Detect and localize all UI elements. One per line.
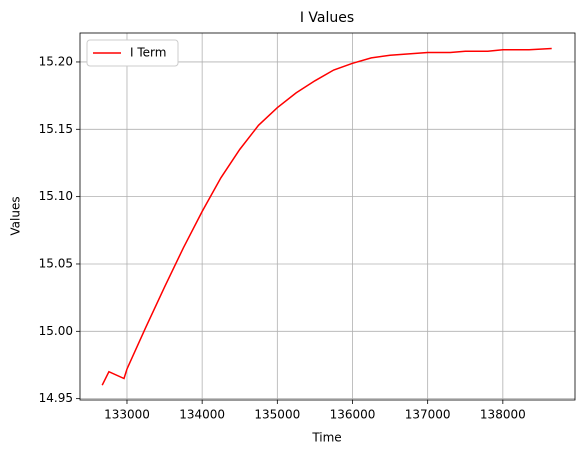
plot-frame [79,32,576,401]
x-tick-label: 136000 [330,408,376,422]
x-tick-label: 134000 [179,408,225,422]
y-tick-label: 14.95 [39,391,73,405]
x-tick-label: 133000 [104,408,150,422]
y-tick-label: 15.05 [39,256,73,270]
y-tick-label: 15.00 [39,324,73,338]
y-axis-label: Values [9,196,23,235]
x-axis-label: Time [311,431,341,445]
y-tick-label: 15.10 [39,189,73,203]
x-tick-label: 135000 [254,408,300,422]
legend-frame [86,39,179,67]
y-tick-label: 15.15 [39,122,73,136]
chart-title: I Values [300,10,354,26]
data-line [101,47,552,386]
x-tick-label: 138000 [480,408,526,422]
legend-label: I Term [130,46,166,60]
legend: I Term [86,39,179,67]
y-tick-label: 15.20 [39,54,73,68]
x-tick-label: 137000 [405,408,451,422]
